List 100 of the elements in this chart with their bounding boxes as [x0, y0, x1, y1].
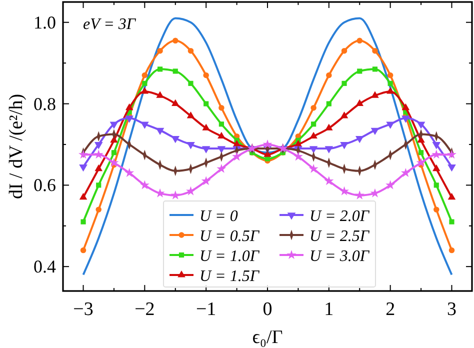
point [156, 91, 164, 98]
y-tick-label: 0.6 [34, 175, 56, 196]
point [232, 152, 242, 161]
point [94, 164, 102, 172]
point [372, 48, 378, 54]
point [96, 206, 102, 212]
point [218, 132, 226, 139]
point [94, 142, 103, 150]
legend-label: U = 2.0Γ [310, 208, 370, 225]
point [201, 176, 211, 186]
point [124, 168, 134, 177]
legend-label: U = 0.5Γ [200, 228, 260, 245]
point [418, 150, 424, 156]
x-tick-label: −3 [73, 299, 94, 320]
point [434, 182, 439, 188]
point [386, 180, 396, 190]
point [202, 124, 210, 130]
point [386, 122, 394, 129]
point [310, 132, 318, 139]
legend-label: U = 2.5Γ [310, 228, 370, 245]
point [340, 112, 348, 118]
point [386, 87, 394, 94]
point [186, 112, 195, 118]
x-axis-title: ϵ₀/Γ [252, 327, 283, 348]
x-tick-label: 0 [262, 299, 272, 320]
point [204, 101, 209, 106]
point [387, 72, 394, 78]
x-tick-label: −1 [196, 299, 216, 320]
point [293, 152, 303, 161]
point [78, 150, 88, 159]
point [356, 99, 364, 106]
point [371, 91, 379, 98]
point [172, 68, 178, 74]
point [324, 146, 334, 154]
legend-label: U = 0 [200, 208, 238, 225]
point [140, 180, 150, 190]
y-tick-label: 0.4 [34, 256, 56, 277]
point [448, 164, 456, 172]
point [172, 99, 180, 106]
point [142, 72, 148, 78]
point [216, 164, 226, 173]
point [111, 150, 117, 156]
point [171, 136, 180, 144]
point [80, 219, 86, 224]
point [357, 68, 362, 74]
point [79, 164, 88, 172]
point [157, 48, 163, 54]
point [94, 150, 104, 159]
point [125, 116, 134, 123]
point [172, 38, 178, 44]
point [110, 122, 118, 129]
legend-label: U = 3.0Γ [310, 248, 370, 265]
point [370, 128, 380, 136]
point [309, 146, 318, 154]
point [79, 192, 88, 200]
point [156, 128, 164, 136]
point [140, 122, 149, 129]
point [340, 142, 348, 150]
point [325, 124, 333, 130]
point [311, 122, 316, 127]
legend-label: U = 1.5Γ [200, 268, 260, 285]
point [432, 164, 440, 172]
point [434, 206, 440, 212]
x-tick-label: 1 [324, 299, 334, 320]
point [109, 158, 119, 167]
point [356, 38, 362, 44]
point [372, 66, 378, 72]
point [140, 87, 149, 94]
x-tick-label: 2 [386, 299, 396, 320]
x-tick-label: 3 [446, 299, 456, 320]
point [432, 142, 441, 150]
point [416, 122, 426, 129]
point [188, 48, 194, 54]
point [326, 101, 332, 106]
point [170, 190, 180, 200]
point [217, 146, 226, 154]
point [432, 150, 442, 159]
point [449, 219, 454, 224]
point [416, 158, 426, 167]
point [262, 139, 272, 149]
point [80, 247, 86, 254]
point [324, 176, 334, 186]
point [186, 142, 195, 150]
point [446, 150, 456, 159]
point [202, 146, 210, 154]
point [203, 72, 209, 78]
y-axis-title: dI / dV /(e²/h) [6, 94, 27, 200]
point [125, 103, 134, 110]
point [342, 80, 347, 86]
point [157, 66, 163, 72]
point [388, 80, 393, 86]
point [326, 72, 332, 78]
point [400, 168, 410, 177]
legend-label: U = 1.0Γ [200, 248, 260, 265]
point [448, 192, 456, 200]
point [310, 104, 316, 111]
point [354, 190, 364, 200]
point [355, 136, 364, 144]
y-tick-label: 0.8 [34, 94, 56, 114]
y-tick-label: 1.0 [34, 12, 56, 32]
